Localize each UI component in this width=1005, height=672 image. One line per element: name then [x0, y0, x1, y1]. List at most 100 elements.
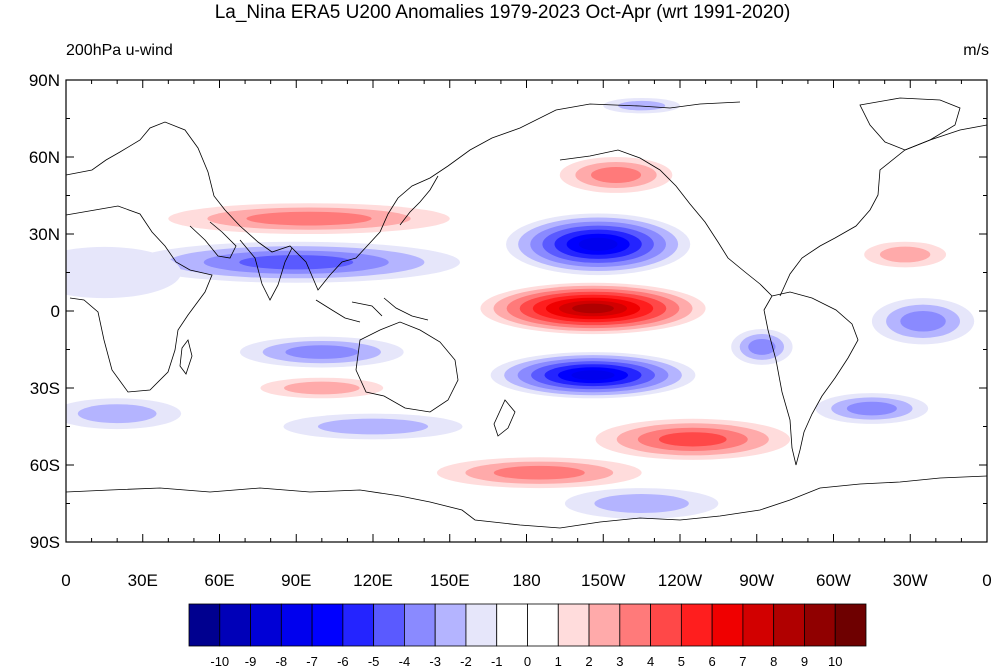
lon-tick-label: 30W — [893, 571, 928, 590]
colorbar-label: 3 — [616, 654, 623, 669]
anomaly-contour-7-3 — [493, 465, 585, 480]
coastline-madagascar — [179, 339, 193, 375]
coastline-africa — [66, 205, 213, 393]
coastline-arabia — [189, 221, 237, 259]
lon-tick-label: 180 — [512, 571, 540, 590]
coastline-antarctica — [66, 475, 987, 529]
lon-tick-label: 90W — [739, 571, 774, 590]
lat-tick-label: 90S — [30, 533, 60, 552]
coastline-greenland — [859, 97, 961, 151]
colorbar-label: -6 — [337, 654, 349, 669]
lon-tick-label: 0 — [61, 571, 70, 590]
anomaly-contour-5-3 — [591, 166, 642, 183]
colorbar-swatch — [404, 603, 436, 647]
lon-tick-label: 0 — [982, 571, 991, 590]
units-label: m/s — [963, 42, 989, 59]
colorbar-swatch — [773, 603, 805, 647]
coastline-new-zealand — [493, 399, 516, 437]
anomaly-contour-15-2 — [317, 418, 429, 435]
colorbar-label: 1 — [555, 654, 562, 669]
lon-tick-label: 90E — [281, 571, 311, 590]
coastline-asia — [224, 101, 741, 291]
lon-tick-label: 60E — [204, 571, 234, 590]
colorbar-label: -3 — [429, 654, 441, 669]
colorbar-label: -4 — [399, 654, 411, 669]
anomaly-contour-18-1 — [66, 246, 182, 299]
colorbar-swatch — [804, 603, 836, 647]
lat-tick-label: 30N — [29, 225, 60, 244]
lon-tick-label: 120W — [658, 571, 702, 590]
colorbar-swatch — [250, 603, 282, 647]
lon-tick-label: 60W — [816, 571, 851, 590]
colorbar-swatch — [496, 603, 528, 647]
colorbar-label: -5 — [368, 654, 380, 669]
colorbar-swatch — [219, 603, 251, 647]
anomaly-contours — [66, 97, 975, 519]
anomaly-contour-3-4 — [239, 255, 354, 270]
anomaly-contour-6-4 — [658, 432, 727, 447]
lat-tick-label: 0 — [51, 302, 60, 321]
anomaly-contour-13-2 — [879, 246, 931, 263]
colorbar-swatch — [280, 603, 313, 647]
colorbar-label: -7 — [306, 654, 318, 669]
variable-label: 200hPa u-wind — [66, 42, 173, 59]
colorbar-swatch — [434, 603, 467, 647]
colorbar: -10 -9 -8 -7 -6 -5 -4 -3 -2 -1 0 1 2 3 4 5 6 7 8 9 10 — [188, 603, 867, 669]
lon-tick-label: 120E — [353, 571, 393, 590]
lon-tick-label: 150E — [430, 571, 470, 590]
anomaly-contour-11-3 — [748, 338, 776, 355]
lat-tick-label: 60N — [29, 148, 60, 167]
coastline-south-america — [763, 291, 859, 466]
anomaly-contour-0-7 — [578, 237, 618, 251]
colorbar-swatch — [619, 603, 651, 647]
colorbar-swatch — [650, 603, 682, 647]
anomaly-contour-12-3 — [846, 401, 897, 416]
colorbar-label: -9 — [245, 654, 257, 669]
colorbar-label: 10 — [828, 654, 842, 669]
anomaly-contour-8-3 — [285, 345, 359, 359]
colorbar-label: -8 — [276, 654, 288, 669]
coastline-indonesia — [315, 297, 429, 323]
colorbar-swatch — [834, 603, 867, 647]
colorbar-swatch — [527, 603, 559, 647]
anomaly-contour-9-2 — [284, 381, 360, 395]
colorbar-swatch — [680, 603, 713, 647]
lat-tick-label: 60S — [30, 456, 60, 475]
anomaly-contour-16-2 — [77, 404, 157, 424]
anomaly-contour-17-2 — [618, 100, 666, 111]
colorbar-swatch — [588, 603, 621, 647]
colorbar-label: -1 — [491, 654, 503, 669]
colorbar-label: 2 — [585, 654, 592, 669]
colorbar-label: -10 — [210, 654, 229, 669]
coastline-india — [239, 239, 293, 301]
map-title: La_Nina ERA5 U200 Anomalies 1979-2023 Oc… — [214, 2, 791, 23]
anomaly-contour-10-3 — [900, 311, 946, 332]
colorbar-label: 6 — [709, 654, 716, 669]
lat-tick-label: 90N — [29, 71, 60, 90]
anomaly-contour-1-8 — [572, 303, 614, 314]
colorbar-swatch — [311, 603, 344, 647]
colorbar-swatch — [742, 603, 775, 647]
colorbar-label: -2 — [460, 654, 472, 669]
colorbar-swatch — [557, 603, 590, 647]
colorbar-label: 7 — [739, 654, 746, 669]
lon-tick-label: 150W — [581, 571, 625, 590]
colorbar-label: 9 — [801, 654, 808, 669]
lat-tick-label: 30S — [30, 379, 60, 398]
colorbar-swatch — [373, 603, 405, 647]
coastline-europe — [66, 121, 226, 211]
anomaly-contour-2-7 — [571, 370, 615, 381]
colorbar-label: 8 — [770, 654, 777, 669]
anomaly-contour-4-3 — [246, 211, 372, 226]
lon-tick-label: 30E — [128, 571, 158, 590]
colorbar-swatch — [188, 603, 221, 647]
colorbar-label: 5 — [678, 654, 685, 669]
colorbar-label: 4 — [647, 654, 654, 669]
coastline-australia — [355, 321, 459, 413]
colorbar-swatch — [342, 603, 375, 647]
anomaly-contour-14-2 — [594, 494, 689, 513]
coastlines — [66, 97, 987, 529]
colorbar-label: 0 — [524, 654, 531, 669]
